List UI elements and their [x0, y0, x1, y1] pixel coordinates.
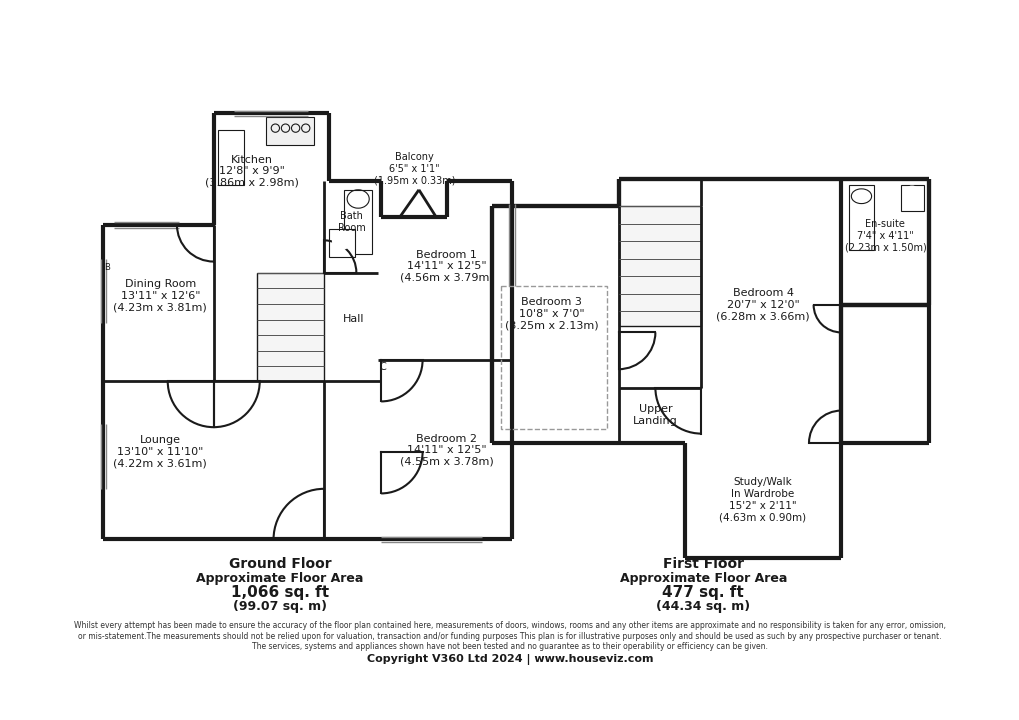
Text: Bedroom 2
14'11" x 12'5"
(4.55m x 3.78m): Bedroom 2 14'11" x 12'5" (4.55m x 3.78m) — [399, 433, 493, 467]
Text: (44.34 sq. m): (44.34 sq. m) — [655, 600, 750, 613]
Bar — [266, 117, 314, 145]
Text: Upper
Landing: Upper Landing — [633, 405, 677, 426]
Text: Approximate Floor Area: Approximate Floor Area — [196, 572, 364, 585]
Text: Kitchen
12'8" x 9'9"
(3.86m x 2.98m): Kitchen 12'8" x 9'9" (3.86m x 2.98m) — [205, 155, 299, 188]
Text: 477 sq. ft: 477 sq. ft — [661, 585, 744, 600]
Text: Bath
Room: Bath Room — [337, 211, 365, 233]
Text: Dining Room
13'11" x 12'6"
(4.23m x 3.81m): Dining Room 13'11" x 12'6" (4.23m x 3.81… — [113, 279, 207, 312]
Text: 1,066 sq. ft: 1,066 sq. ft — [230, 585, 329, 600]
Text: Ground Floor: Ground Floor — [228, 557, 331, 571]
Bar — [218, 130, 244, 185]
Text: C: C — [379, 362, 386, 372]
Text: Whilst every attempt has been made to ensure the accuracy of the floor plan cont: Whilst every attempt has been made to en… — [74, 621, 945, 631]
Text: Balcony
6'5" x 1'1"
(1.95m x 0.33m): Balcony 6'5" x 1'1" (1.95m x 0.33m) — [373, 152, 454, 185]
Circle shape — [903, 186, 919, 202]
Bar — [328, 230, 355, 257]
Text: En-suite
7'4" x 4'11"
(2.23m x 1.50m): En-suite 7'4" x 4'11" (2.23m x 1.50m) — [844, 219, 925, 253]
Text: (99.07 sq. m): (99.07 sq. m) — [232, 600, 327, 613]
Text: Bedroom 3
10'8" x 7'0"
(3.25m x 2.13m): Bedroom 3 10'8" x 7'0" (3.25m x 2.13m) — [504, 297, 597, 330]
Bar — [848, 185, 873, 250]
Text: Copyright V360 Ltd 2024 | www.houseviz.com: Copyright V360 Ltd 2024 | www.houseviz.c… — [367, 654, 652, 665]
Bar — [257, 273, 324, 381]
Text: The services, systems and appliances shown have not been tested and no guarantee: The services, systems and appliances sho… — [252, 642, 767, 651]
Circle shape — [332, 231, 351, 250]
Text: Study/Walk
In Wardrobe
15'2" x 2'11"
(4.63m x 0.90m): Study/Walk In Wardrobe 15'2" x 2'11" (4.… — [718, 477, 806, 522]
Text: Bedroom 1
14'11" x 12'5"
(4.56m x 3.79m): Bedroom 1 14'11" x 12'5" (4.56m x 3.79m) — [399, 250, 493, 283]
Text: First Floor: First Floor — [662, 557, 743, 571]
Text: Bedroom 4
20'7" x 12'0"
(6.28m x 3.66m): Bedroom 4 20'7" x 12'0" (6.28m x 3.66m) — [715, 288, 809, 321]
Text: Hall: Hall — [342, 314, 364, 323]
Bar — [500, 287, 606, 429]
Bar — [618, 207, 701, 326]
Text: or mis-statement.The measurements should not be relied upon for valuation, trans: or mis-statement.The measurements should… — [78, 631, 941, 641]
Text: B: B — [104, 264, 110, 272]
Text: Lounge
13'10" x 11'10"
(4.22m x 3.61m): Lounge 13'10" x 11'10" (4.22m x 3.61m) — [113, 436, 207, 469]
Text: Approximate Floor Area: Approximate Floor Area — [619, 572, 786, 585]
Bar — [900, 185, 923, 211]
Bar — [344, 190, 372, 254]
